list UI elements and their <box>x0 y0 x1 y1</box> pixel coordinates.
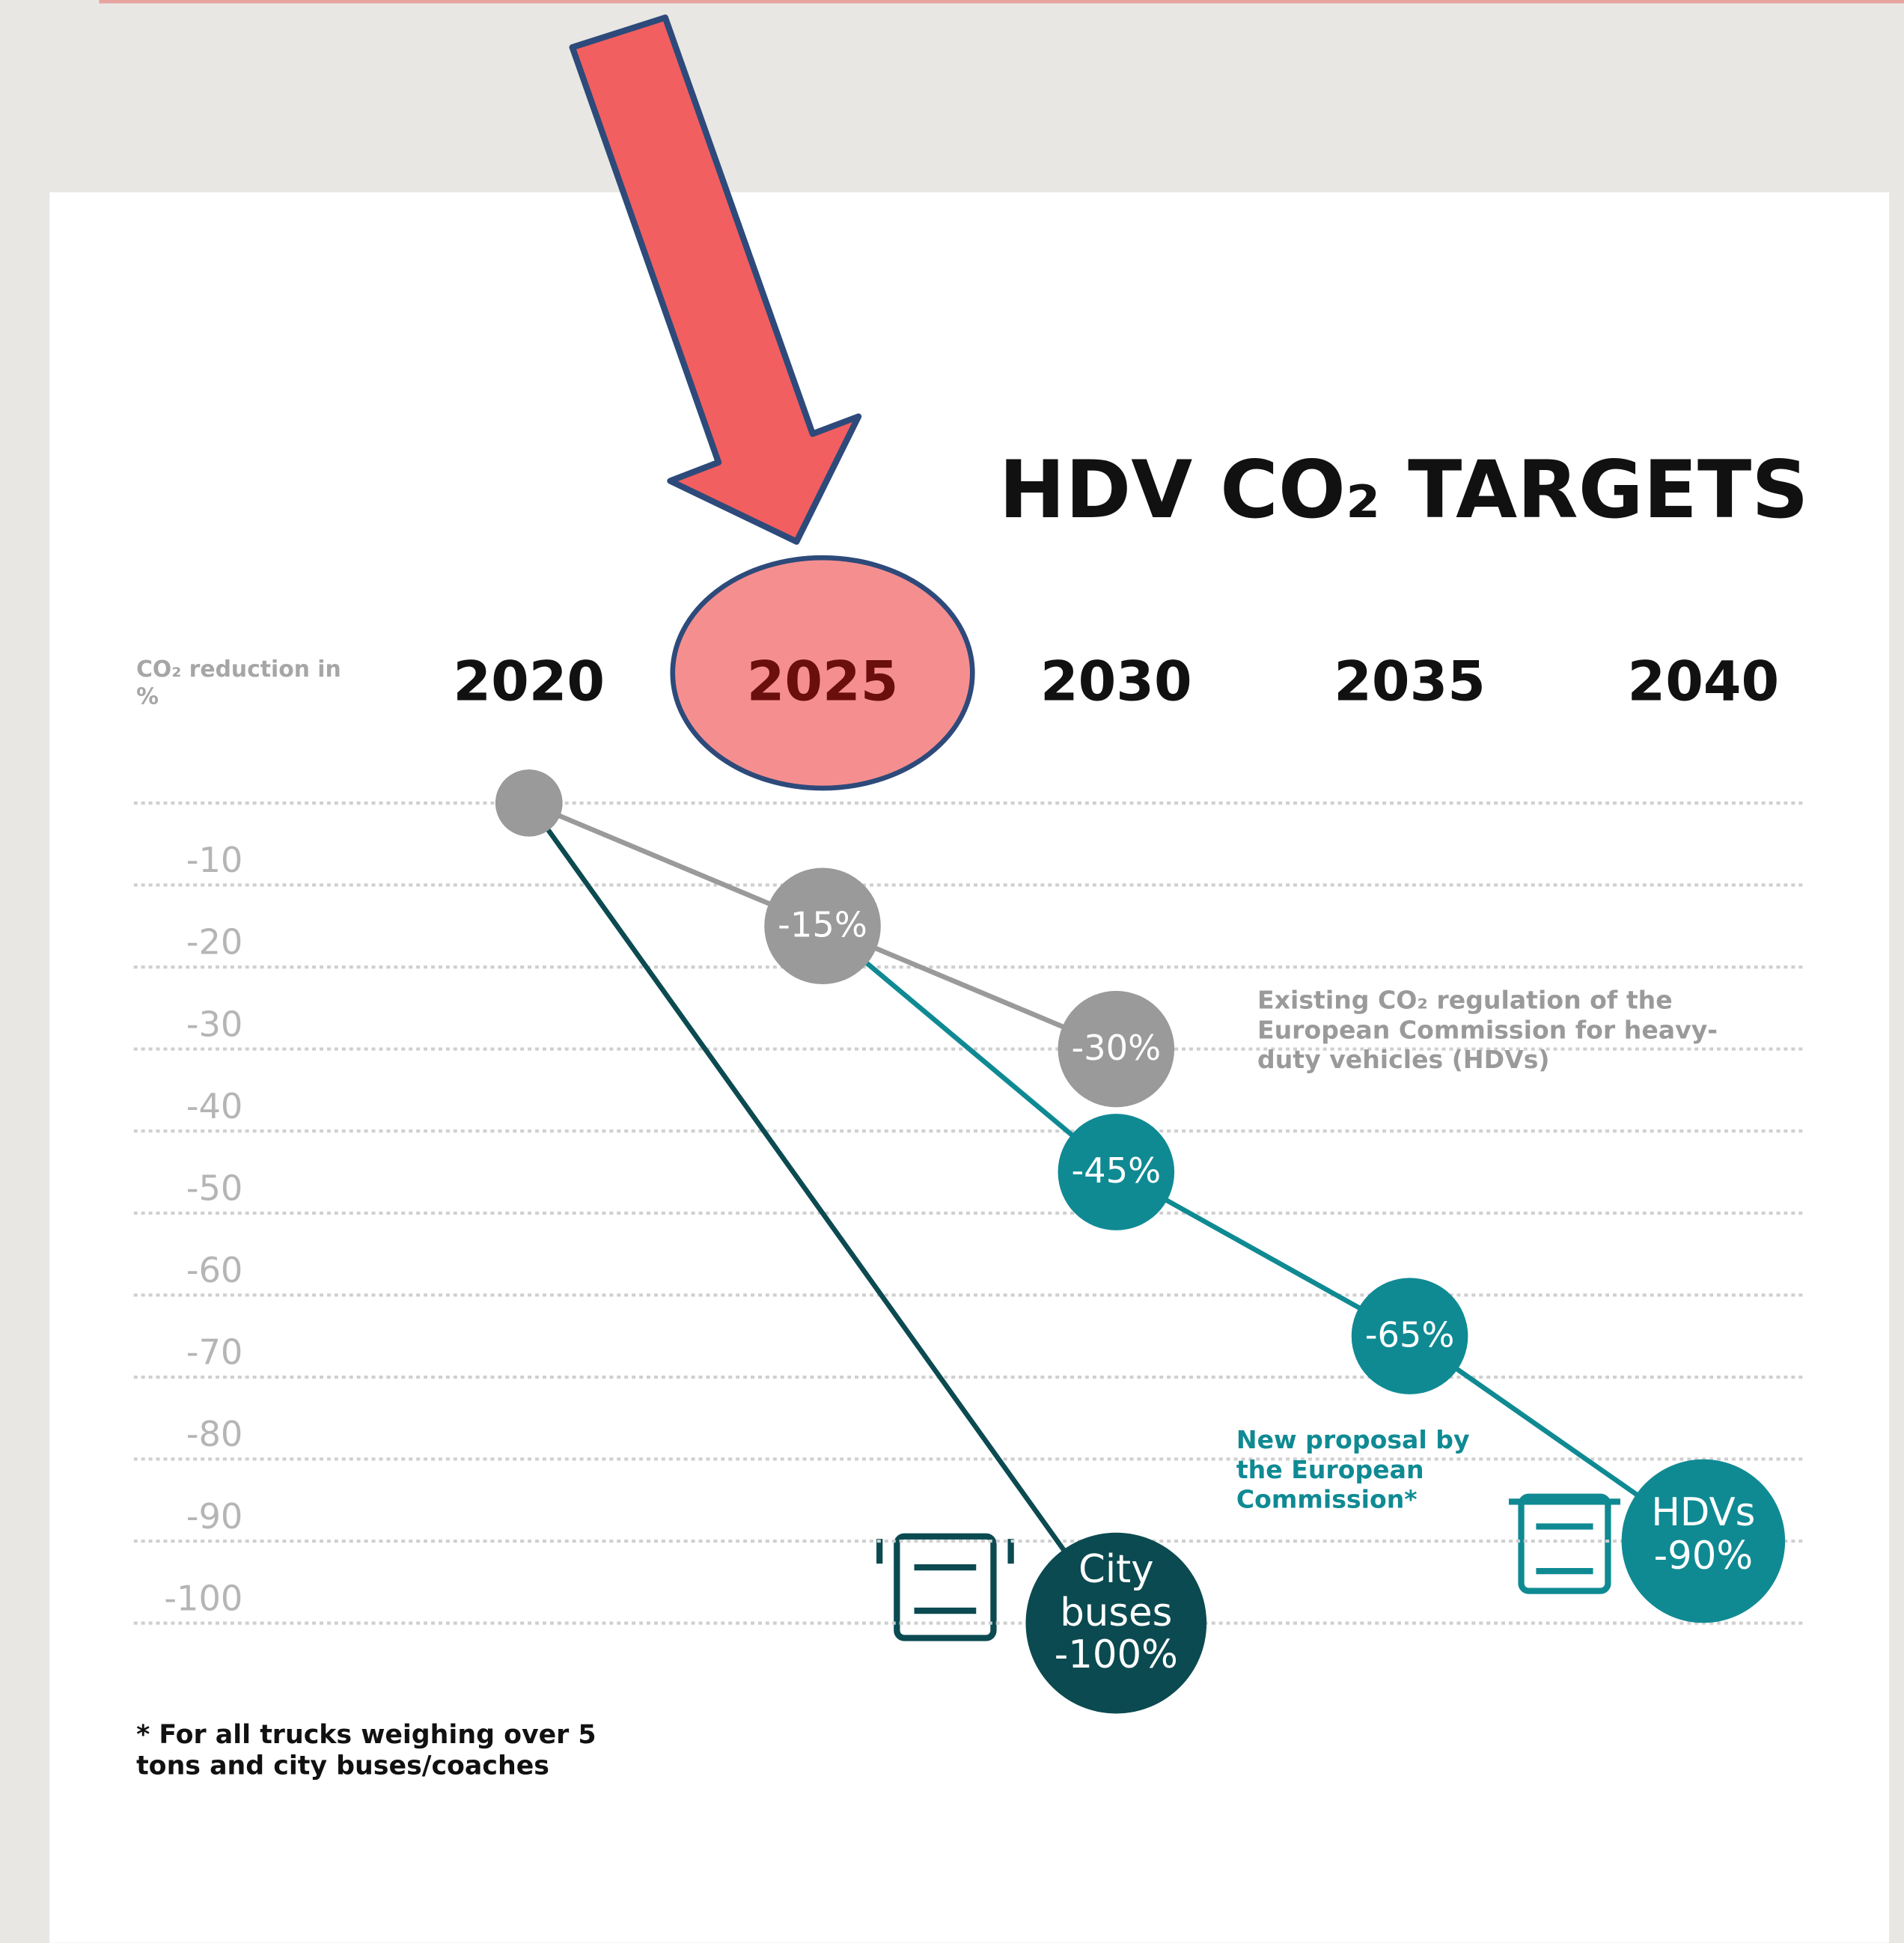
x-tick-label: 2025 <box>747 650 899 714</box>
y-tick-label: -90 <box>186 1496 243 1537</box>
footnote: * For all trucks weighing over 5 tons an… <box>136 1720 656 1782</box>
footnote-text: * For all trucks weighing over 5 tons an… <box>136 1720 656 1782</box>
x-tick-label: 2035 <box>1334 650 1486 714</box>
series-name: Existing CO₂ regulation of the European … <box>1257 985 1728 1074</box>
x-tick-label: 2030 <box>1040 650 1192 714</box>
y-tick-label: -50 <box>186 1168 243 1208</box>
y-tick-label: -80 <box>186 1414 243 1454</box>
value-label: -30% <box>1071 1028 1161 1068</box>
value-label: -45% <box>1071 1150 1161 1191</box>
point <box>495 769 562 836</box>
end-label: City buses-100% <box>1048 1549 1184 1677</box>
y-tick-label: -100 <box>164 1578 242 1618</box>
value-label: -15% <box>778 904 867 945</box>
value-label: -90% <box>1629 1534 1778 1577</box>
y-tick-label: -70 <box>186 1332 243 1373</box>
series-label-box: Existing CO₂ regulation of the European … <box>1257 985 1728 1096</box>
series-name: New proposal by the European Commission* <box>1236 1425 1497 1514</box>
end-label: HDVs-90% <box>1629 1492 1778 1578</box>
y-tick-label: -10 <box>186 840 243 880</box>
series-label: Existing CO₂ regulation of the European … <box>1257 985 1728 1074</box>
series-label-box: New proposal by the European Commission* <box>1236 1425 1497 1537</box>
y-tick-label: -30 <box>186 1004 243 1044</box>
chart: HDV CO₂ TARGETS CO₂ reduction in % * For a… <box>0 0 1904 1943</box>
footnote-box: * For all trucks weighing over 5 tons an… <box>136 1720 656 1807</box>
chart-title: HDV CO₂ TARGETS <box>999 444 1809 536</box>
y-tick-label: -60 <box>186 1250 243 1290</box>
end-label-box: HDVs-90% <box>1629 1492 1778 1590</box>
point-name: City buses <box>1048 1549 1184 1635</box>
y-axis-label: CO₂ reduction in % <box>136 657 359 710</box>
point-name: HDVs <box>1629 1492 1778 1534</box>
y-tick-label: -20 <box>186 922 243 963</box>
y-tick-label: -40 <box>186 1086 243 1126</box>
y-axis-label-text: CO₂ reduction in % <box>136 657 359 710</box>
value-label: -100% <box>1048 1635 1184 1677</box>
x-tick-label: 2040 <box>1628 650 1780 714</box>
y-axis-label-box: CO₂ reduction in % <box>136 657 359 731</box>
series-label: New proposal by the European Commission* <box>1236 1425 1497 1514</box>
value-label: -65% <box>1365 1314 1455 1355</box>
end-label-box: City buses-100% <box>1048 1549 1184 1698</box>
page: {"chart_data": { "type": "line", "title"… <box>0 0 1904 1943</box>
x-tick-label: 2020 <box>453 650 605 714</box>
